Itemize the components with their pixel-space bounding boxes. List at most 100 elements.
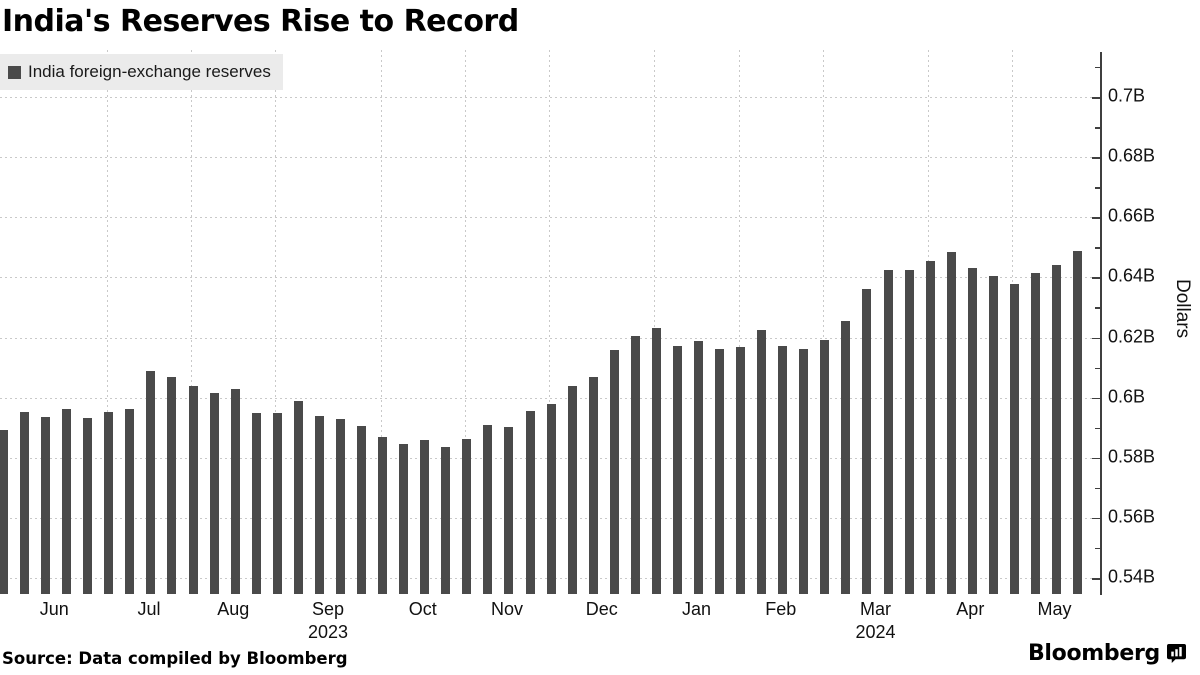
legend: India foreign-exchange reserves [0,54,283,90]
x-axis-month-label: Jan [682,599,712,619]
x-axis-year-label: 2023 [307,622,349,642]
y-axis-minor-tick [1095,367,1100,370]
x-axis-month-label: Mar [860,599,892,619]
bar [20,412,30,594]
bar [1009,283,1019,594]
y-axis-major-tick [1092,157,1100,159]
bar [83,418,93,594]
bar [715,349,725,594]
x-axis-month-label: May [1037,599,1072,619]
bar [693,340,703,594]
y-axis-major-tick [1092,97,1100,99]
bar [335,418,345,594]
x-axis-year-label: 2024 [855,622,896,642]
gridline-vertical [822,50,824,594]
y-axis-minor-tick [1095,487,1100,490]
bar [883,269,893,594]
bar [567,385,577,594]
legend-swatch [8,65,21,79]
gridline-vertical [275,50,277,594]
bar [609,349,619,594]
bloomberg-logo: Bloomberg [1028,641,1186,666]
y-axis-minor-tick [1095,187,1100,189]
y-axis-minor-tick [1095,427,1100,430]
x-axis-month-label: Sep [311,599,344,619]
x-axis-month-label: Dec [585,599,618,619]
gridline-vertical [738,50,740,594]
y-axis-tick-label: 0.58B [1108,446,1156,467]
y-axis-tick-label: 0.66B [1108,205,1156,226]
y-axis-minor-tick [1095,66,1100,69]
bar [841,320,851,594]
bloomberg-wordmark: Bloomberg [1027,641,1160,666]
x-axis-month-label: Nov [490,599,524,619]
bar [672,345,682,594]
x-axis-month-label: Oct [408,599,437,619]
y-axis-major-tick [1092,517,1100,520]
bar [378,437,388,594]
y-axis-tick-label: 0.68B [1108,145,1156,166]
y-axis-minor-tick [1095,307,1100,309]
gridline-vertical [191,50,193,594]
x-axis-month-label: Aug [217,599,250,619]
bar [209,393,219,594]
bar [41,416,51,594]
y-axis-major-tick [1092,578,1100,580]
y-axis-major-tick [1092,217,1100,219]
y-axis-major-tick [1092,457,1100,460]
x-axis-month-label: Jul [137,599,161,619]
bloomberg-terminal-icon [1167,644,1186,663]
y-axis-tick-label: 0.7B [1108,85,1146,106]
x-axis-month-label: Jun [39,599,69,619]
bar [462,439,472,594]
bar [104,412,114,594]
bar [799,349,809,594]
bar [188,385,198,594]
bar [1073,251,1083,594]
y-axis-tick-label: 0.62B [1108,326,1156,347]
bar [399,443,409,594]
gridline-vertical [549,50,551,594]
bar [230,389,240,594]
bar [525,411,535,594]
y-axis-minor-tick [1095,247,1100,249]
legend-label: India foreign-exchange reserves [28,62,271,81]
y-axis-tick-label: 0.64B [1108,266,1156,287]
bar [967,267,977,594]
y-axis-major-tick [1092,397,1100,400]
bar [778,345,788,594]
bar [988,276,998,594]
bar [630,336,640,594]
bar [925,260,935,594]
bar [820,340,830,594]
bar [167,376,177,594]
gridline-vertical [106,50,108,594]
bar [904,269,914,594]
bar [546,403,556,594]
gridline-vertical [464,50,466,594]
y-axis-title: Dollars [1172,279,1193,339]
bar [504,426,514,594]
y-axis-tick-label: 0.54B [1108,566,1156,587]
bar [125,408,135,594]
bar [1052,264,1061,594]
bar [651,327,661,594]
bar [736,347,746,594]
y-axis-minor-tick [1095,127,1100,129]
bar [293,400,303,594]
x-axis-month-label: Apr [956,599,985,619]
y-axis-line [1100,52,1102,595]
bar [272,412,282,594]
bar [146,370,156,594]
bar [1030,272,1040,594]
chart-title: India's Reserves Rise to Record [2,4,519,39]
gridline-vertical [380,50,382,594]
y-axis-tick-label: 0.56B [1108,506,1156,527]
x-axis-month-label: Feb [765,599,797,619]
bar [251,412,261,594]
y-axis-major-tick [1092,337,1100,339]
bar [483,425,493,594]
bar [0,430,8,594]
